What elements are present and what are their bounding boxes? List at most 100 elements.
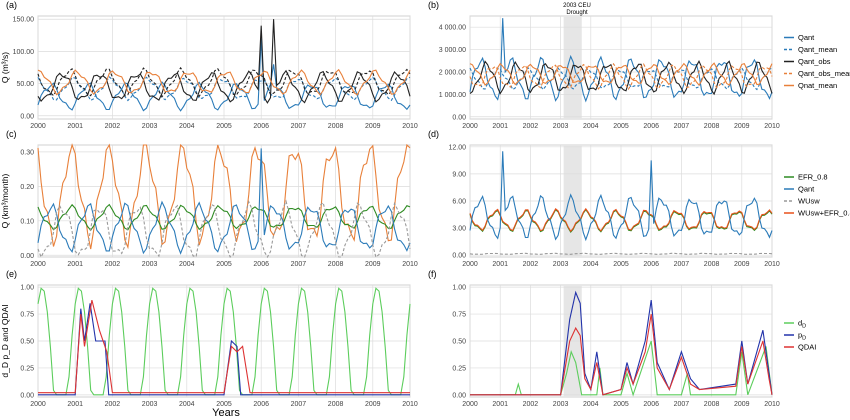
x-tick-label: 2000 [30, 123, 46, 130]
series-line-2 [38, 299, 410, 394]
y-axis-label: Q (m³/s) [0, 52, 10, 83]
y-tick-label: 1.00 [20, 285, 34, 292]
y-tick-label: 150.00 [13, 17, 35, 24]
x-tick-label: 2009 [734, 123, 750, 130]
x-tick-label: 2005 [216, 401, 232, 408]
y-tick-label: 0.30 [20, 149, 34, 156]
x-tick-label: 2008 [328, 123, 344, 130]
series-line-1 [469, 207, 773, 233]
x-tick-label: 2003 [553, 123, 569, 130]
y-tick-label: 6.00 [452, 199, 466, 206]
x-tick-label: 2006 [253, 261, 269, 268]
x-tick-label: 2009 [365, 401, 381, 408]
x-tick-label: 2004 [179, 261, 195, 268]
y-tick-label: 0.75 [452, 312, 466, 319]
x-tick-label: 2001 [67, 261, 83, 268]
x-tick-label: 2007 [291, 123, 307, 130]
series-line-1 [37, 76, 411, 102]
x-tick-label: 2007 [674, 261, 690, 268]
panel-label: (c) [6, 129, 17, 139]
y-tick-label: 0.20 [20, 184, 34, 191]
legend-label: Qant [798, 185, 815, 194]
x-tick-label: 2003 [553, 261, 569, 268]
y-tick-label: 12.00 [448, 144, 466, 151]
x-tick-label: 2008 [704, 261, 720, 268]
x-tick-label: 2007 [291, 401, 307, 408]
x-tick-label: 2004 [179, 123, 195, 130]
series-line-1 [469, 66, 773, 91]
x-tick-label: 2007 [291, 261, 307, 268]
x-tick-label: 2005 [216, 261, 232, 268]
panel-b: (b) 0.00 1 000.00 2 000.00 3 000.00 4 000.00 2… [428, 0, 850, 130]
panel-c: (c) 0.00 0.10 0.20 0.30 2000 2001 2002 2003 2004 2… [0, 129, 418, 268]
x-tick-label: 2009 [734, 261, 750, 268]
y-axis-label: d_D p_D and QDAI [0, 304, 10, 377]
y-tick-label: 4 000.00 [439, 25, 466, 32]
series-line-2 [470, 314, 773, 396]
series-line-3 [37, 199, 411, 259]
panel-e: (e) 0.00 0.25 0.50 0.75 1.00 2000 2001 2002 2003 2… [0, 269, 418, 408]
x-tick-label: 2006 [253, 123, 269, 130]
panel-a: (a) 0.00 50.00 100.00 150.00 2000 2001 2002 2003… [0, 0, 418, 130]
x-tick-label: 2006 [643, 261, 659, 268]
series-line-2 [37, 148, 411, 255]
drought-label-line1: 2003 CEU [563, 3, 591, 9]
x-tick-label: 2006 [643, 123, 659, 130]
series-line-4 [37, 68, 411, 96]
panel-label: (b) [428, 0, 439, 10]
panel-label: (a) [6, 0, 17, 10]
series-line-1 [38, 303, 410, 396]
legend-label: pD [798, 331, 806, 342]
x-tick-label: 2007 [674, 401, 690, 408]
y-tick-label: 0.00 [20, 392, 34, 399]
panel-label: (e) [6, 269, 17, 279]
y-tick-label: 0.00 [20, 113, 34, 120]
x-tick-label: 2001 [67, 123, 83, 130]
x-tick-label: 2001 [492, 261, 508, 268]
panel-label: (d) [428, 129, 439, 139]
y-tick-label: 0.00 [452, 253, 466, 260]
series-line-3 [469, 252, 773, 255]
y-tick-label: 0.50 [20, 339, 34, 346]
x-tick-label: 2002 [523, 401, 539, 408]
x-tick-label: 2005 [216, 123, 232, 130]
y-tick-label: 1 000.00 [439, 92, 466, 99]
legend-label: Qant_obs [798, 57, 831, 66]
x-tick-label: 2004 [583, 401, 599, 408]
y-tick-label: 50.00 [16, 81, 34, 88]
x-tick-label: 2001 [67, 401, 83, 408]
x-tick-label: 2002 [105, 123, 121, 130]
series-line-0 [37, 38, 411, 112]
x-tick-label: 2002 [105, 401, 121, 408]
drought-label-line2: Drought [566, 10, 588, 16]
legend-label: EFR_0.8 [798, 173, 828, 182]
y-tick-label: 0.25 [20, 365, 34, 372]
x-tick-label: 2005 [613, 261, 629, 268]
legend-label: WUsw+EFR_0.8 [798, 209, 850, 218]
x-tick-label: 2001 [492, 123, 508, 130]
x-tick-label: 2003 [553, 401, 569, 408]
series-line-3 [469, 62, 773, 91]
x-tick-label: 2004 [583, 261, 599, 268]
x-tick-label: 2008 [704, 401, 720, 408]
x-tick-label: 2001 [492, 401, 508, 408]
x-tick-label: 2003 [142, 123, 158, 130]
y-tick-label: 3.00 [452, 226, 466, 233]
legend-label: WUsw [798, 197, 820, 206]
legend-label: Qant [798, 33, 815, 42]
x-tick-label: 2000 [462, 261, 478, 268]
y-tick-label: 0.10 [20, 218, 34, 225]
y-tick-label: 2 000.00 [439, 69, 466, 76]
x-tick-label: 2009 [365, 261, 381, 268]
y-tick-label: 0.75 [20, 312, 34, 319]
legend-label: Qant_mean [798, 45, 837, 54]
series-line-0 [469, 18, 773, 103]
x-tick-label: 2010 [402, 261, 418, 268]
x-tick-label: 2006 [253, 401, 269, 408]
panel-f: (f) 0.00 0.25 0.50 0.75 1.00 2000 2001 2002 2003 2… [428, 269, 816, 408]
legend-label: QDAI [798, 343, 816, 352]
x-tick-label: 2008 [328, 401, 344, 408]
y-tick-label: 3 000.00 [439, 47, 466, 54]
x-axis-title: Years [212, 407, 240, 419]
series-line-2 [469, 151, 773, 242]
